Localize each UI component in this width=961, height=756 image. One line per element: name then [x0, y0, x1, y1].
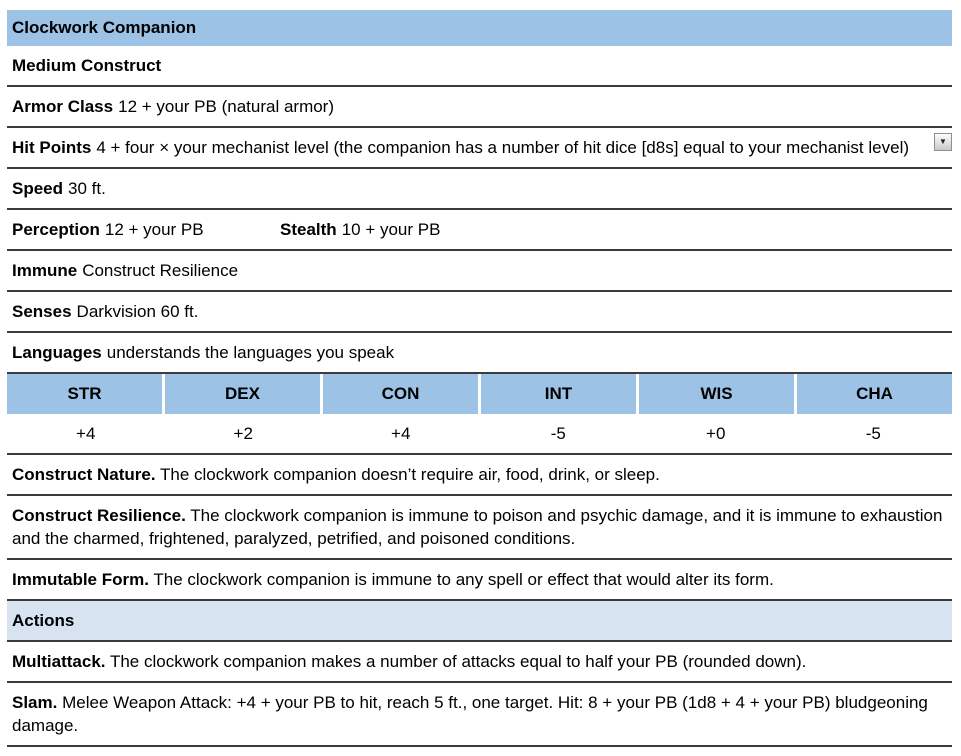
armor-class-value: 12 + your PB (natural armor)	[118, 96, 335, 116]
languages-label: Languages	[12, 342, 102, 362]
action-row-slam: Slam. Melee Weapon Attack: +4 + your PB …	[7, 683, 952, 747]
trait-row-immutable-form: Immutable Form. The clockwork companion …	[7, 560, 952, 601]
stealth-pair: Stealth 10 + your PB	[280, 220, 440, 240]
perception-value: 12 + your PB	[104, 219, 204, 239]
senses-label: Senses	[12, 301, 72, 321]
speed-label: Speed	[12, 178, 64, 198]
stat-value-cell-wis: +0	[706, 423, 726, 443]
stat-value-cell-con: +4	[391, 423, 411, 443]
stat-header-cell-str: STR	[7, 374, 165, 414]
hit-points-label: Hit Points	[12, 137, 92, 157]
action-text: The clockwork companion makes a number o…	[109, 652, 807, 671]
stat-header-cell-int: INT	[481, 374, 639, 414]
stat-header-cell-con: CON	[323, 374, 481, 414]
statblock-title-row: Clockwork Companion	[7, 10, 952, 46]
stat-header-cell-dex: DEX	[165, 374, 323, 414]
action-name: Slam.	[12, 693, 58, 712]
actions-header-label: Actions	[12, 610, 75, 630]
languages-row: Languages understands the languages you …	[7, 333, 952, 374]
stealth-label: Stealth	[280, 219, 337, 239]
chevron-down-icon: ▼	[939, 137, 947, 146]
languages-value: understands the languages you speak	[106, 342, 395, 362]
immune-label: Immune	[12, 260, 78, 280]
stat-value-cell-str: +4	[76, 423, 96, 443]
stat-header-cell-wis: WIS	[639, 374, 797, 414]
stealth-value: 10 + your PB	[341, 219, 441, 239]
action-text: Melee Weapon Attack: +4 + your PB to hit…	[12, 693, 928, 735]
stat-header-cell-cha: CHA	[797, 374, 952, 414]
armor-class-label: Armor Class	[12, 96, 114, 116]
ability-header-row: STR DEX CON INT WIS CHA	[7, 374, 952, 414]
trait-name: Construct Nature.	[12, 465, 156, 484]
hit-points-row: Hit Points 4 + four × your mechanist lev…	[7, 128, 952, 169]
trait-text: The clockwork companion doesn’t require …	[160, 465, 660, 484]
actions-header-row: Actions	[7, 601, 952, 642]
size-type-row: Medium Construct	[7, 46, 952, 87]
trait-text: The clockwork companion is immune to poi…	[12, 506, 943, 548]
stat-value-cell-int: -5	[550, 423, 566, 443]
stat-value-cell-dex: +2	[233, 423, 253, 443]
senses-value: Darkvision 60 ft.	[76, 301, 199, 321]
perception-pair: Perception 12 + your PB	[12, 220, 280, 240]
trait-row-construct-nature: Construct Nature. The clockwork companio…	[7, 455, 952, 496]
trait-row-construct-resilience: Construct Resilience. The clockwork comp…	[7, 496, 952, 560]
ability-values-row: +4 +2 +4 -5 +0 -5	[7, 414, 952, 455]
stat-value-cell-cha: -5	[865, 423, 881, 443]
statblock-title: Clockwork Companion	[12, 18, 197, 37]
trait-name: Construct Resilience.	[12, 506, 186, 525]
trait-name: Immutable Form.	[12, 570, 149, 589]
skills-row: Perception 12 + your PB Stealth 10 + you…	[7, 210, 952, 251]
dropdown-button[interactable]: ▼	[934, 133, 952, 151]
size-type-text: Medium Construct	[12, 55, 162, 75]
immune-row: Immune Construct Resilience	[7, 251, 952, 292]
speed-row: Speed 30 ft.	[7, 169, 952, 210]
perception-label: Perception	[12, 219, 100, 239]
action-name: Multiattack.	[12, 652, 106, 671]
trait-text: The clockwork companion is immune to any…	[153, 570, 774, 589]
statblock-table: Clockwork Companion Medium Construct Arm…	[7, 10, 952, 747]
speed-value: 30 ft.	[68, 178, 106, 198]
action-row-multiattack: Multiattack. The clockwork companion mak…	[7, 642, 952, 683]
senses-row: Senses Darkvision 60 ft.	[7, 292, 952, 333]
armor-class-row: Armor Class 12 + your PB (natural armor)	[7, 87, 952, 128]
immune-value: Construct Resilience	[82, 260, 239, 280]
hit-points-value: 4 + four × your mechanist level (the com…	[96, 137, 910, 157]
